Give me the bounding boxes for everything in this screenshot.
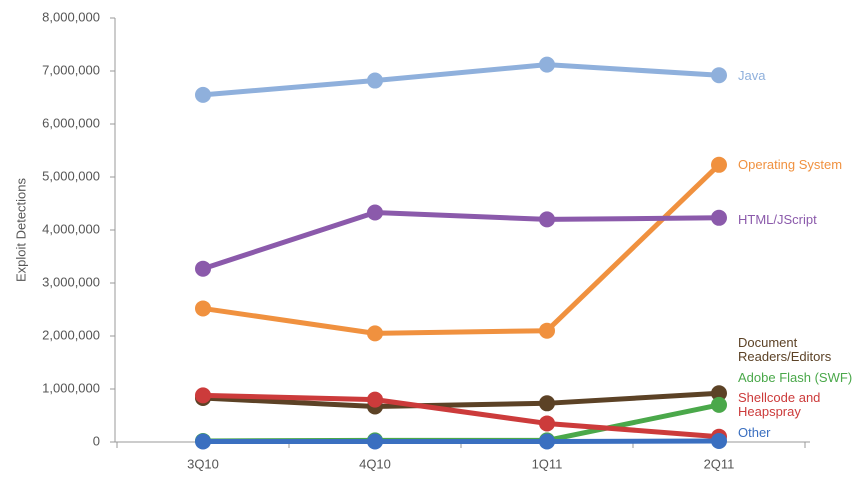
x-tick-label: 4Q10 [359,456,391,471]
data-point [539,415,555,432]
series-line [202,390,720,409]
x-tick-label: 3Q10 [187,456,219,471]
data-point [367,391,383,408]
series-line [202,62,720,98]
series-label: Java [738,68,766,83]
data-point [539,322,555,339]
series-label: Operating System [738,157,843,172]
data-point [195,300,211,317]
series-label: Adobe Flash (SWF) [738,370,853,385]
data-point [367,325,383,342]
series-label: Other [738,425,771,440]
y-tick-label: 0 [93,433,100,448]
data-point [711,396,727,413]
data-point [195,86,211,103]
data-point [711,385,727,402]
data-point [539,395,555,412]
series-label: HTML/JScript [738,212,817,227]
y-tick-label: 8,000,000 [42,9,100,24]
data-point [539,433,555,450]
y-tick-label: 3,000,000 [42,274,100,289]
series-label: Shellcode and Heapspray [738,390,821,419]
data-point [367,72,383,89]
series-line [202,210,720,272]
y-tick-label: 2,000,000 [42,327,100,342]
y-tick-label: 4,000,000 [42,221,100,236]
x-tick-label: 2Q11 [704,456,735,471]
data-point [539,211,555,228]
series-label: Document Readers/Editors [738,335,832,364]
data-point [711,156,727,173]
y-axis-title: Exploit Detections [13,177,28,282]
y-tick-label: 5,000,000 [42,168,100,183]
series-line [202,392,720,440]
series-line [203,438,720,444]
series-line [202,163,721,336]
y-tick-label: 1,000,000 [42,380,100,395]
data-point [195,260,211,277]
y-tick-label: 6,000,000 [42,115,100,130]
data-point [195,387,211,404]
data-point [711,67,727,84]
x-tick-label: 1Q11 [532,456,563,471]
data-point [367,433,383,450]
data-point [539,56,555,73]
data-point [711,432,727,449]
data-point [711,209,727,226]
data-point [195,433,211,450]
y-tick-label: 7,000,000 [42,62,100,77]
data-point [367,204,383,221]
